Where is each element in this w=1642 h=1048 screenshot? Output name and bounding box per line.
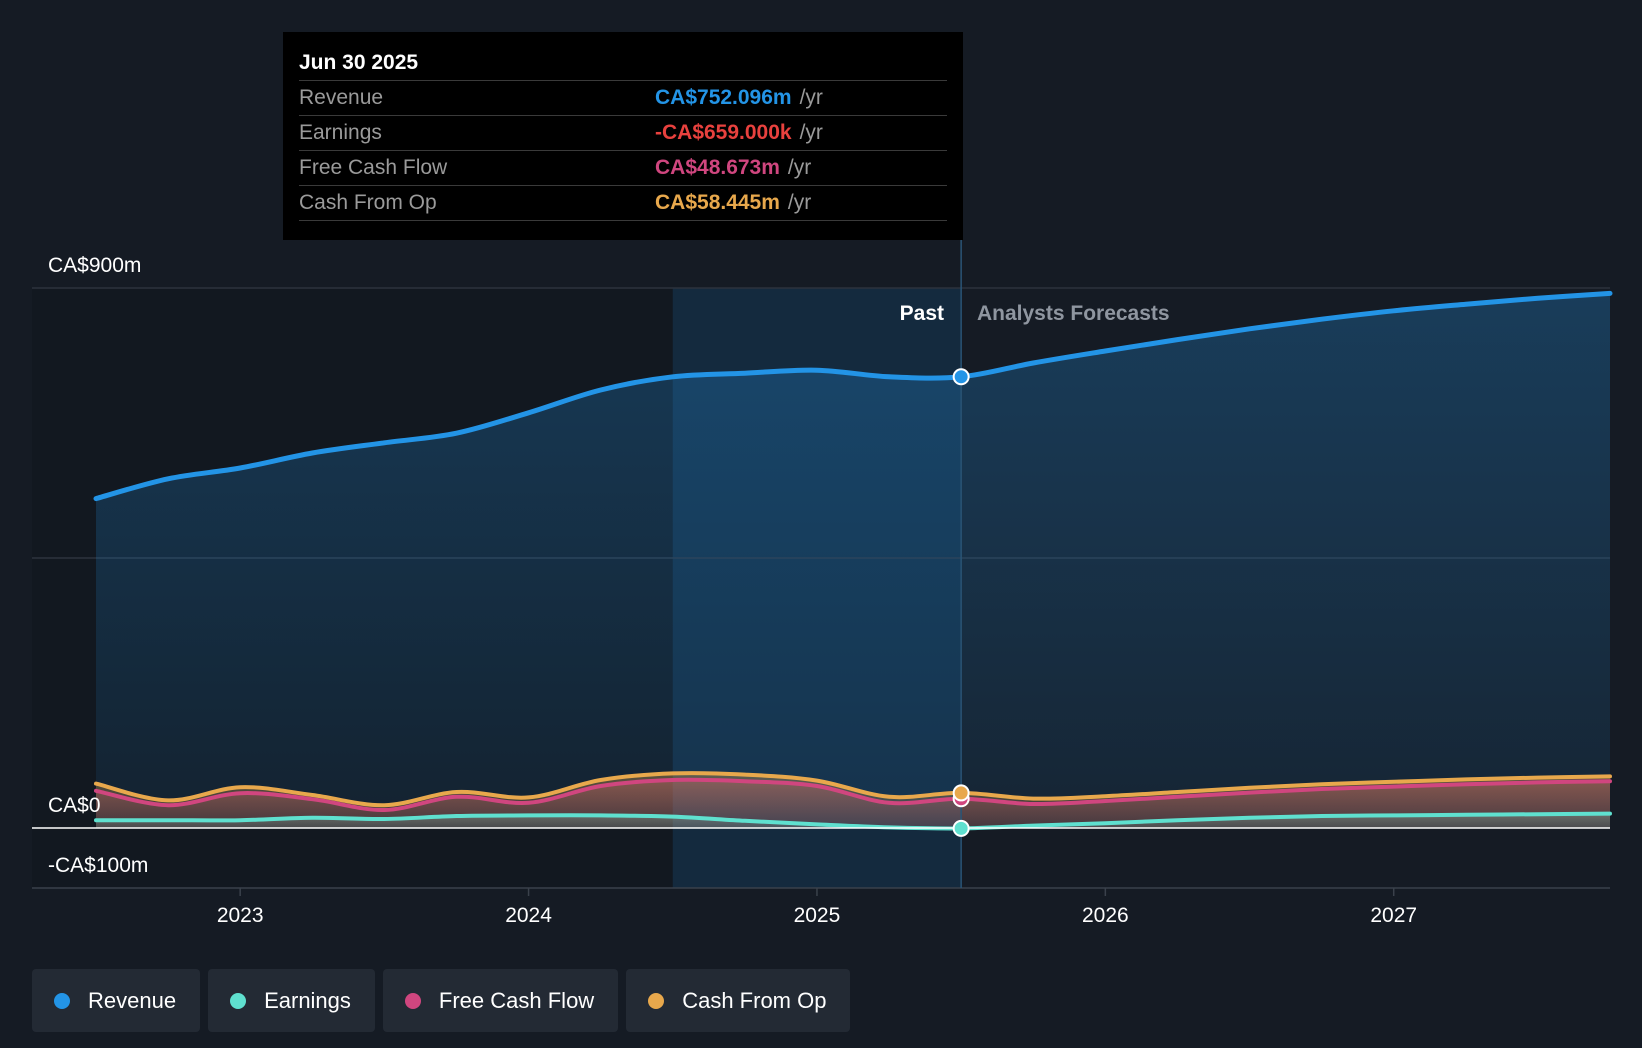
tooltip-label: Earnings	[299, 121, 382, 144]
tooltip-label: Free Cash Flow	[299, 156, 448, 179]
cash-from-op-dot-icon	[648, 992, 665, 1009]
tooltip-unit: /yr	[787, 191, 812, 214]
tooltip-value: CA$58.445m	[655, 191, 780, 214]
legend-item-revenue[interactable]: Revenue	[32, 969, 201, 1032]
y-axis-label-zero: CA$0	[48, 794, 101, 817]
tooltip-label: Cash From Op	[299, 191, 437, 214]
tooltip-unit: /yr	[787, 156, 812, 179]
series-lines	[32, 290, 1613, 831]
earnings-line	[94, 811, 1612, 831]
hover-markers	[952, 368, 970, 837]
legend-item-earnings[interactable]: Earnings	[208, 969, 375, 1032]
tooltip-row-cash-from-op: Cash From Op CA$58.445m /yr	[299, 185, 947, 221]
tooltip-value: -CA$659.000k	[655, 121, 792, 144]
tooltip-date: Jun 30 2025	[299, 51, 419, 74]
forecast-label: Analysts Forecasts	[977, 302, 1170, 325]
tooltip-value: CA$752.096m	[655, 86, 792, 109]
legend-item-free-cash-flow[interactable]: Free Cash Flow	[382, 969, 619, 1032]
x-tick-label: 2026	[1082, 904, 1129, 927]
x-tick-label: 2023	[217, 904, 264, 927]
x-tick-label: 2024	[505, 904, 552, 927]
tooltip-value: CA$48.673m	[655, 156, 780, 179]
tooltip-row-earnings: Earnings -CA$659.000k /yr	[299, 115, 947, 150]
cash-from-op-line	[94, 771, 1612, 808]
revenue-marker	[952, 368, 970, 386]
y-axis-label-top: CA$900m	[48, 254, 141, 277]
legend-label: Free Cash Flow	[438, 987, 595, 1013]
tooltip-unit: /yr	[799, 86, 823, 109]
chart-legend: Revenue Earnings Free Cash Flow Cash Fro…	[32, 969, 851, 1032]
free-cash-flow-line	[94, 777, 1612, 813]
x-axis-ticks: 2023 2024 2025 2026 2027	[217, 888, 1417, 927]
revenue-dot-icon	[54, 992, 70, 1009]
tooltip-row-revenue: Revenue CA$752.096m /yr	[299, 80, 947, 115]
data-tooltip: Jun 30 2025 Revenue CA$752.096m /yr Earn…	[283, 32, 963, 240]
earnings-marker	[952, 819, 970, 837]
tooltip-row-free-cash-flow: Free Cash Flow CA$48.673m /yr	[299, 150, 947, 185]
legend-label: Revenue	[88, 987, 177, 1013]
legend-item-cash-from-op[interactable]: Cash From Op	[626, 969, 851, 1032]
x-tick-label: 2025	[794, 904, 841, 927]
revenue-line	[93, 290, 1613, 502]
legend-label: Earnings	[264, 987, 351, 1013]
tooltip-unit: /yr	[799, 121, 823, 144]
earnings-dot-icon	[230, 992, 247, 1009]
cash-from-op-marker	[952, 784, 970, 802]
legend-label: Cash From Op	[682, 987, 827, 1013]
x-tick-label: 2027	[1370, 904, 1417, 927]
past-label: Past	[900, 302, 944, 325]
revenue-area	[96, 293, 1610, 828]
tooltip-label: Revenue	[299, 86, 384, 109]
y-axis-label-bottom: -CA$100m	[48, 854, 148, 877]
free-cash-flow-dot-icon	[404, 992, 421, 1009]
